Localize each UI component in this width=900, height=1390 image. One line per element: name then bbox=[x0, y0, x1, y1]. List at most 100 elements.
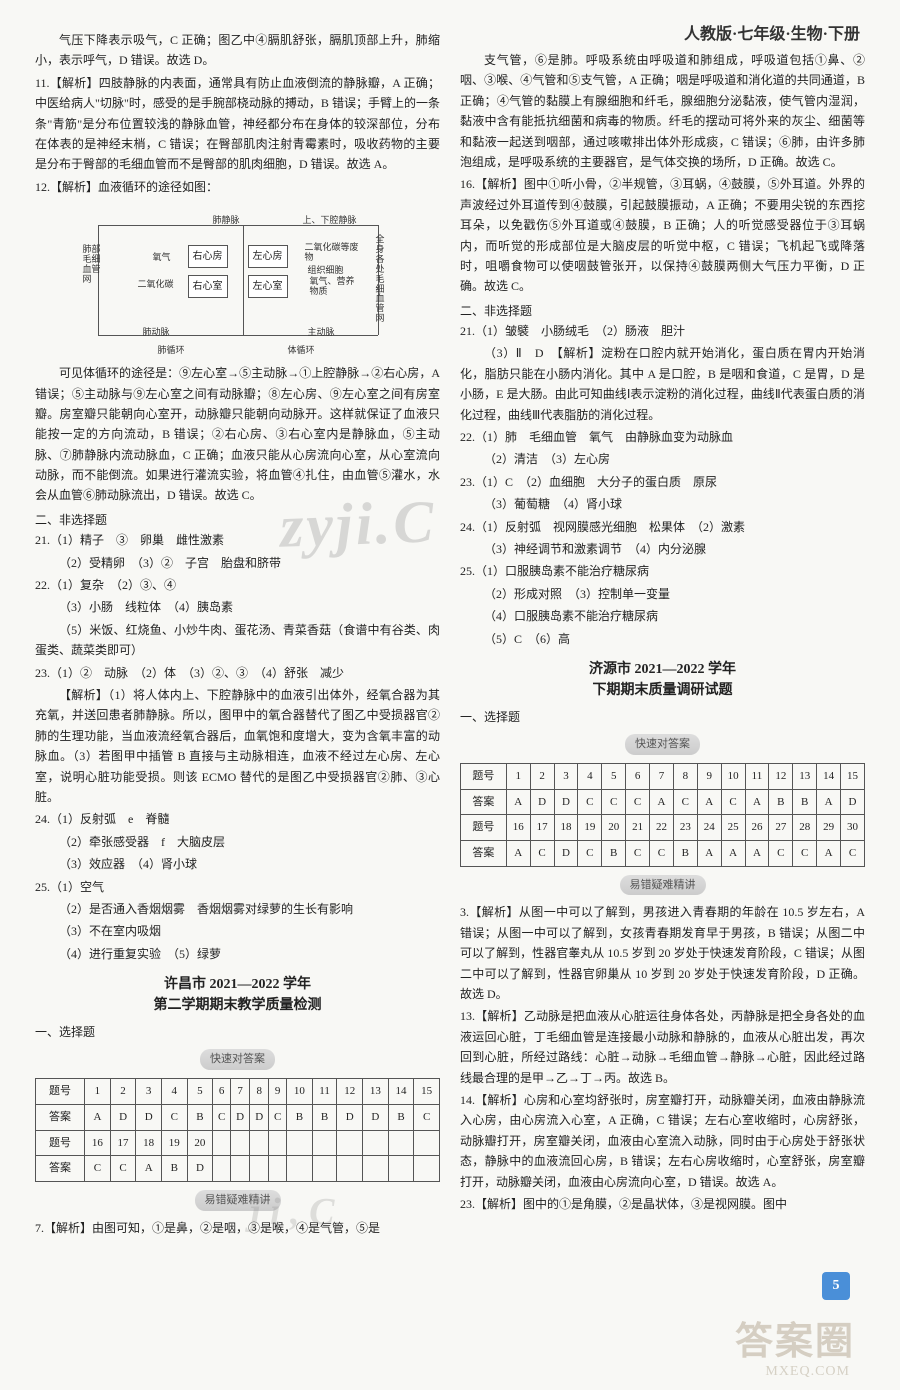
q3r: 3.【解析】从图一中可以了解到，男孩进入青春期的年龄在 10.5 岁左右，A 错… bbox=[460, 902, 865, 1004]
box-right-ventricle: 右心室 bbox=[188, 275, 228, 298]
table-cell: B bbox=[187, 1104, 213, 1130]
q16: 16.【解析】图中①听小骨，②半规管，③耳蜗，④鼓膜，⑤外耳道。外界的声波经过外… bbox=[460, 174, 865, 296]
table-cell: C bbox=[578, 789, 602, 815]
table-cell-empty bbox=[213, 1130, 231, 1156]
table-cell-empty bbox=[250, 1130, 269, 1156]
circulation-diagram: 右心房 左心房 右心室 左心室 肺静脉 上、下腔静脉 肺部毛细血管网 氧气 二氧… bbox=[83, 205, 393, 355]
table-cell: 5 bbox=[187, 1079, 213, 1105]
table-label: 答案 bbox=[461, 789, 507, 815]
table-cell: D bbox=[841, 789, 865, 815]
table-cell-empty bbox=[231, 1130, 250, 1156]
table-cell: C bbox=[841, 841, 865, 867]
q25r-2: （2）形成对照 （3）控制单一变量 bbox=[460, 584, 865, 604]
table-cell: D bbox=[187, 1156, 213, 1182]
table-cell: 15 bbox=[414, 1079, 440, 1105]
table-cell: 10 bbox=[721, 764, 745, 790]
q23r-2: （3）葡萄糖 （4）肾小球 bbox=[460, 494, 865, 514]
table-cell: A bbox=[721, 841, 745, 867]
table-cell: B bbox=[161, 1156, 187, 1182]
table-cell: 6 bbox=[213, 1079, 231, 1105]
table-cell: 1 bbox=[85, 1079, 111, 1105]
table-cell: 14 bbox=[817, 764, 841, 790]
diagram-label: 主动脉 bbox=[308, 325, 335, 340]
q25-2: （2）是否通入香烟烟雾 香烟烟雾对绿萝的生长有影响 bbox=[35, 899, 440, 919]
diagram-label: 肺静脉 bbox=[213, 213, 240, 228]
q24r-2: （3）神经调节和激素调节 （4）内分泌腺 bbox=[460, 539, 865, 559]
table-cell: B bbox=[312, 1104, 337, 1130]
table-cell: 7 bbox=[650, 764, 674, 790]
table-cell: 29 bbox=[817, 815, 841, 841]
table-cell: B bbox=[673, 841, 697, 867]
table-cell: 8 bbox=[250, 1079, 269, 1105]
table-cell: 3 bbox=[136, 1079, 162, 1105]
table-cell: B bbox=[388, 1104, 414, 1130]
table-label: 题号 bbox=[36, 1079, 85, 1105]
table-cell: 6 bbox=[626, 764, 650, 790]
table-cell: A bbox=[817, 841, 841, 867]
diagram-label: 全身各处毛细血管网 bbox=[376, 235, 392, 324]
table-cell: C bbox=[213, 1104, 231, 1130]
table-cell: 4 bbox=[161, 1079, 187, 1105]
q22r-2: （2）清洁 （3）左心房 bbox=[460, 449, 865, 469]
section-1-title-r: 一、选择题 bbox=[460, 707, 865, 727]
section-2-title: 二、非选择题 bbox=[35, 510, 440, 530]
table-label: 答案 bbox=[36, 1104, 85, 1130]
table-cell: 28 bbox=[793, 815, 817, 841]
diagram-label: 体循环 bbox=[288, 343, 315, 358]
table-cell: 16 bbox=[85, 1130, 111, 1156]
diagram-label: 肺部毛细血管网 bbox=[83, 245, 101, 285]
pill-quick-answers: 快速对答案 bbox=[200, 1049, 275, 1070]
table-cell: D bbox=[136, 1104, 162, 1130]
table-cell: 21 bbox=[626, 815, 650, 841]
table-cell: A bbox=[697, 789, 721, 815]
table-cell: B bbox=[793, 789, 817, 815]
q21r-1: 21.（1）皱襞 小肠绒毛 （2）肠液 胆汁 bbox=[460, 321, 865, 341]
table-cell-empty bbox=[414, 1130, 440, 1156]
q24-2: （2）牵张感受器 f 大脑皮层 bbox=[35, 832, 440, 852]
table-cell: 8 bbox=[673, 764, 697, 790]
exam-title-xuchang: 许昌市 2021—2022 学年 第二学期期末教学质量检测 bbox=[35, 974, 440, 1016]
table-cell: 16 bbox=[506, 815, 530, 841]
table-cell: 7 bbox=[231, 1079, 250, 1105]
table-cell: D bbox=[530, 789, 554, 815]
pill-difficult: 易错疑难精讲 bbox=[195, 1190, 281, 1211]
table-cell: 17 bbox=[110, 1130, 136, 1156]
table-cell: C bbox=[769, 841, 793, 867]
q24-3: （3）效应器 （4）肾小球 bbox=[35, 854, 440, 874]
table-cell: C bbox=[578, 841, 602, 867]
table-cell: A bbox=[650, 789, 674, 815]
q25-3: （3）不在室内吸烟 bbox=[35, 921, 440, 941]
table-cell-empty bbox=[363, 1156, 389, 1182]
q25-1: 25.（1）空气 bbox=[35, 877, 440, 897]
page-content: 气压下降表示吸气，C 正确；图乙中④膈肌舒张，膈肌顶部上升，肺缩小，表示呼气，D… bbox=[0, 0, 900, 1270]
table-cell: C bbox=[721, 789, 745, 815]
q12-head: 12.【解析】血液循环的途径如图： bbox=[35, 177, 440, 197]
table-cell: A bbox=[817, 789, 841, 815]
table-label: 题号 bbox=[461, 815, 507, 841]
table-cell-empty bbox=[388, 1130, 414, 1156]
table-cell-empty bbox=[269, 1130, 287, 1156]
table-cell: 11 bbox=[312, 1079, 337, 1105]
box-left-atrium: 左心房 bbox=[248, 245, 288, 268]
table-cell: 10 bbox=[287, 1079, 313, 1105]
watermark-url: MXEQ.COM bbox=[765, 1364, 850, 1380]
table-label: 答案 bbox=[461, 841, 507, 867]
table-cell: 3 bbox=[554, 764, 578, 790]
right-column: 支气管，⑥是肺。呼吸系统由呼吸道和肺组成，呼吸道包括①鼻、②咽、③喉、④气管和⑤… bbox=[460, 30, 865, 1240]
text-line: 气压下降表示吸气，C 正确；图乙中④膈肌舒张，膈肌顶部上升，肺缩小，表示呼气，D… bbox=[35, 30, 440, 71]
table-cell-empty bbox=[363, 1130, 389, 1156]
table-cell: C bbox=[602, 789, 626, 815]
table-cell: A bbox=[697, 841, 721, 867]
table-cell: D bbox=[554, 789, 578, 815]
q25r-3: （4）口服胰岛素不能治疗糖尿病 bbox=[460, 606, 865, 626]
table-cell: 15 bbox=[841, 764, 865, 790]
q13r: 13.【解析】乙动脉是把血液从心脏运往身体各处，丙静脉是把全身各处的血液运回心脏… bbox=[460, 1006, 865, 1088]
box-left-ventricle: 左心室 bbox=[248, 275, 288, 298]
table-cell-empty bbox=[287, 1130, 313, 1156]
table-label: 答案 bbox=[36, 1156, 85, 1182]
table-cell: C bbox=[110, 1156, 136, 1182]
table-cell: C bbox=[161, 1104, 187, 1130]
table-cell: D bbox=[110, 1104, 136, 1130]
table-cell: A bbox=[136, 1156, 162, 1182]
table-cell: A bbox=[85, 1104, 111, 1130]
